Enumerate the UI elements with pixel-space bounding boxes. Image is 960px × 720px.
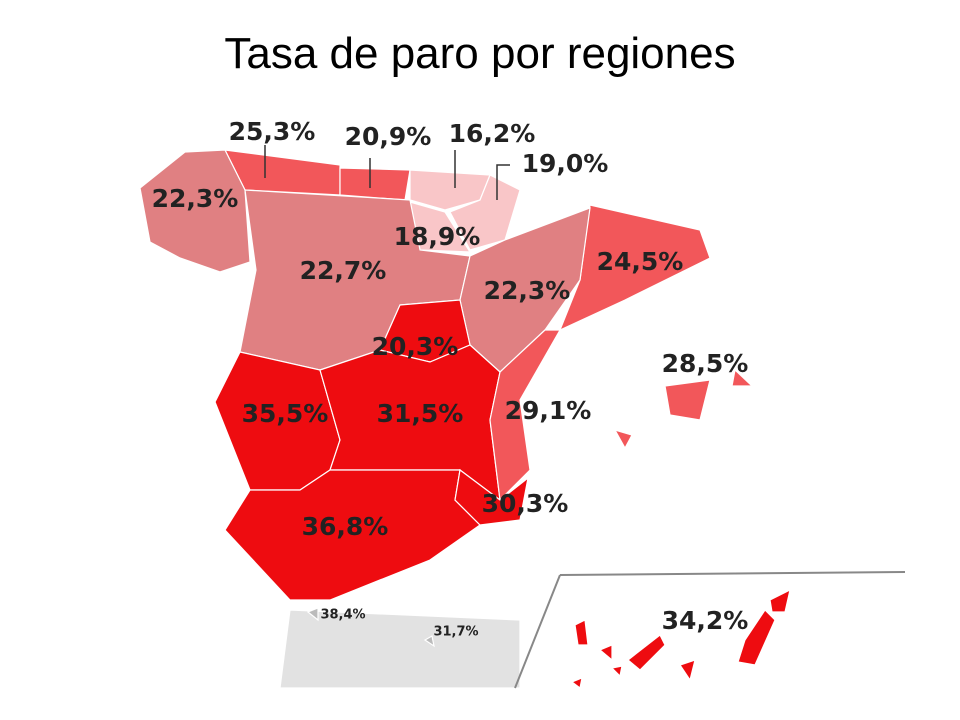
region-shape <box>449 174 521 251</box>
region-label: 29,1% <box>505 396 592 425</box>
leaders <box>264 145 510 200</box>
region-shape <box>574 619 589 646</box>
region-shape <box>610 665 623 678</box>
region-label: 31,7% <box>433 625 478 640</box>
region-label: 22,7% <box>300 256 387 285</box>
africa-coast <box>279 609 521 689</box>
region-shape <box>409 169 491 211</box>
map-title: Tasa de paro por regiones <box>224 29 735 78</box>
region-label: 28,5% <box>662 349 749 378</box>
region-shape <box>454 468 529 526</box>
inset-border <box>559 571 906 576</box>
region-shape <box>570 677 583 690</box>
region-label: 34,2% <box>662 606 749 635</box>
region-label: 30,3% <box>482 489 569 518</box>
region-label: 20,9% <box>345 122 432 151</box>
region-shape <box>679 659 696 682</box>
leader-line <box>496 164 510 200</box>
region-label: 36,8% <box>302 512 389 541</box>
region-label: 22,3% <box>152 184 239 213</box>
region-shape <box>598 644 613 662</box>
region-shape <box>489 329 562 502</box>
region-label: 22,3% <box>484 276 571 305</box>
region-shape <box>139 149 251 273</box>
region-shape <box>627 634 666 671</box>
inset-border <box>514 574 561 689</box>
region-label: 35,5% <box>242 399 329 428</box>
region-shape <box>737 609 776 666</box>
region-shape <box>664 379 711 421</box>
regions <box>139 149 791 690</box>
region-label: 19,0% <box>522 149 609 178</box>
region-label: 20,3% <box>372 332 459 361</box>
region-shape <box>306 607 319 622</box>
region-shape <box>731 368 754 387</box>
region-label: 16,2% <box>449 119 536 148</box>
region-shape <box>423 635 435 648</box>
region-label: 25,3% <box>229 117 316 146</box>
region-label: 18,9% <box>394 222 481 251</box>
labels: 25,3% 20,9% 16,2%19,0%22,3%18,9%22,7% 24,5%… <box>152 117 749 640</box>
region-shape <box>769 588 791 613</box>
region-shape <box>613 429 633 450</box>
region-label: 38,4% <box>320 608 365 623</box>
region-label: 24,5% <box>597 247 684 276</box>
region-label: 31,5% <box>377 399 464 428</box>
region-shape <box>339 167 411 201</box>
